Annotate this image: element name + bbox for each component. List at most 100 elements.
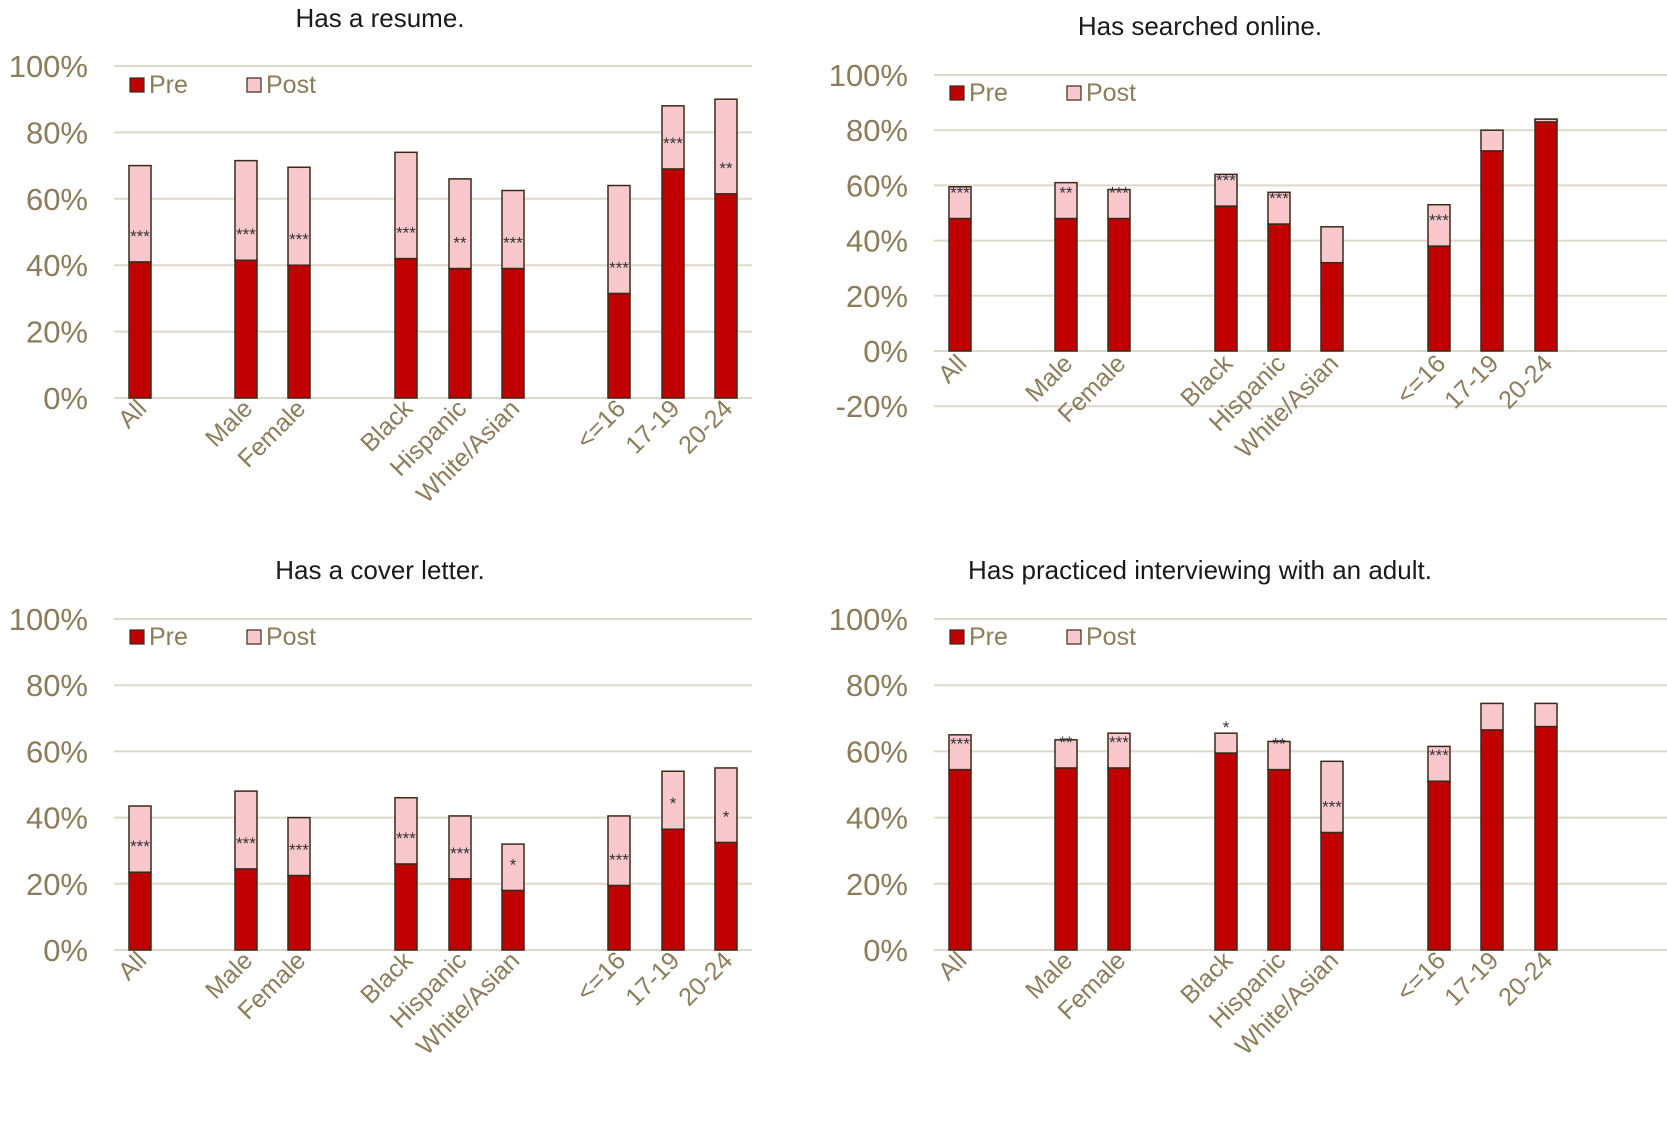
bar-post-black (394, 796, 418, 865)
legend: Pre Post (949, 79, 1136, 107)
bar-pre-hispanic (448, 267, 472, 399)
x-tick-label: <=16 (571, 946, 631, 1006)
y-tick-label: 0% (863, 334, 908, 369)
y-tick-label: 60% (846, 734, 908, 769)
y-tick-label: 0% (43, 381, 88, 416)
chart-svg: Has searched online. -20% 0% 20% 40% 60% 80% 10… (829, 11, 1667, 464)
bar-post-le16 (607, 184, 631, 295)
bar-post-17-19 (661, 105, 685, 170)
bar-pre-male (234, 259, 258, 399)
significance-label: ** (719, 159, 733, 178)
y-tick-label: 80% (846, 668, 908, 703)
bar-post-le16 (1427, 203, 1451, 247)
y-tick-label: 60% (26, 734, 88, 769)
x-tick-label: All (113, 946, 152, 985)
legend: Pre Post (129, 623, 316, 651)
significance-label: *** (289, 230, 309, 249)
bar-post-hispanic (1267, 191, 1291, 225)
significance-label: *** (1109, 184, 1129, 203)
chart-title: Has practiced interviewing with an adult… (968, 555, 1432, 585)
chart-panel-resume: Has a resume. 0% 20% 40% 60% 80% 100% *** All ***… (0, 0, 800, 560)
bar-post-20-24 (1534, 118, 1558, 123)
significance-label: *** (609, 258, 629, 277)
significance-label: *** (1429, 211, 1449, 230)
significance-label: *** (1109, 733, 1129, 752)
chart-title: Has a cover letter. (275, 555, 485, 585)
bar-pre-white-asian (501, 889, 525, 951)
bar-post-white-asian (1320, 226, 1344, 264)
bar-post-black (1214, 173, 1238, 207)
legend-swatch-pre (949, 629, 965, 645)
bar-post-black (394, 151, 418, 260)
y-tick-label: 0% (43, 933, 88, 968)
bar-post-17-19 (661, 770, 685, 830)
legend-label-pre: Pre (969, 623, 1008, 651)
x-tick-label: 20-24 (1493, 946, 1558, 1011)
bar-post-20-24 (714, 767, 738, 844)
x-tick-label: <=16 (571, 394, 631, 454)
legend-swatch-post (246, 77, 262, 93)
bar-pre-le16 (1427, 245, 1451, 352)
significance-label: ** (453, 234, 467, 253)
y-tick-label: 20% (26, 867, 88, 902)
bar-pre-all (128, 871, 152, 951)
bar-post-male (234, 790, 258, 870)
bar-post-17-19 (1480, 129, 1504, 152)
bar-pre-le16 (1427, 780, 1451, 951)
significance-label: *** (236, 834, 256, 853)
bar-pre-all (948, 768, 972, 951)
legend-label-post: Post (1086, 623, 1136, 651)
significance-label: *** (609, 850, 629, 869)
legend: Pre Post (129, 71, 316, 99)
y-tick-label: 60% (846, 168, 908, 203)
bar-pre-male (1054, 217, 1078, 352)
y-tick-label: 100% (9, 602, 88, 637)
chart-svg: Has a cover letter.0%20%40%60%80%100%***… (9, 555, 752, 1061)
bar-pre-17-19 (1480, 150, 1504, 352)
bar-post-hispanic (448, 178, 472, 270)
bar-pre-female (287, 264, 311, 399)
significance-label: *** (1322, 797, 1342, 816)
significance-label: *** (950, 735, 970, 754)
bar-pre-hispanic (448, 878, 472, 951)
legend-label-post: Post (266, 623, 316, 651)
significance-label: * (723, 807, 730, 826)
chart-svg: Has a resume.0%20%40%60%80%100%***All***… (9, 3, 752, 509)
y-tick-label: 20% (846, 867, 908, 902)
x-tick-label: 17-19 (1439, 349, 1504, 414)
bar-pre-all (128, 261, 152, 399)
y-tick-label: -20% (836, 389, 908, 424)
x-tick-label: All (113, 394, 152, 433)
y-tick-label: 20% (846, 279, 908, 314)
bar-post-all (948, 186, 972, 220)
bar-pre-le16 (607, 292, 631, 399)
legend-label-post: Post (266, 71, 316, 99)
legend-label-post: Post (1086, 79, 1136, 107)
significance-label: *** (396, 829, 416, 848)
bar-pre-20-24 (1534, 725, 1558, 951)
bar-post-female (287, 816, 311, 877)
bar-post-white-asian (1320, 760, 1344, 834)
legend: Pre Post (949, 623, 1136, 651)
bar-pre-17-19 (1480, 729, 1504, 951)
bar-post-le16 (607, 815, 631, 887)
legend-swatch-pre (949, 85, 965, 101)
bar-pre-female (1107, 767, 1131, 951)
y-tick-label: 40% (26, 801, 88, 836)
bar-pre-black (1214, 752, 1238, 951)
x-tick-label: 20-24 (1493, 349, 1558, 414)
chart-title: Has searched online. (1078, 11, 1322, 41)
bar-post-black (1214, 732, 1238, 754)
y-tick-label: 60% (26, 182, 88, 217)
y-tick-label: 100% (829, 58, 908, 93)
y-tick-label: 40% (846, 224, 908, 259)
bar-pre-white-asian (1320, 261, 1344, 352)
chart-title: Has a resume. (295, 3, 464, 33)
chart-panel-cover-letter: Has a cover letter. 0% 20% 40% 60% 80% 100% ***… (0, 555, 800, 1144)
legend-label-pre: Pre (149, 623, 188, 651)
bar-post-le16 (1427, 745, 1451, 782)
bar-pre-male (234, 868, 258, 951)
y-tick-label: 80% (846, 113, 908, 148)
y-tick-label: 20% (26, 315, 88, 350)
bar-post-male (1054, 739, 1078, 769)
